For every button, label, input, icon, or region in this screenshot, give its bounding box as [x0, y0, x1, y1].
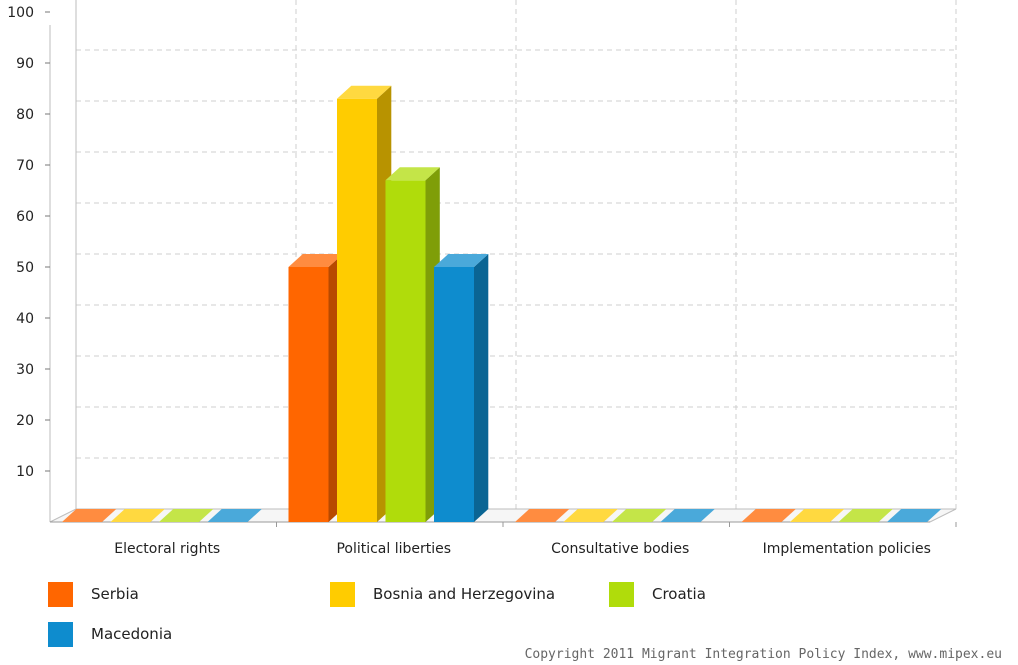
- y-tick-label: 50: [16, 260, 34, 276]
- bar-top: [110, 509, 165, 522]
- y-tick-label: 20: [16, 413, 34, 429]
- copyright-text: Copyright 2011 Migrant Integration Polic…: [524, 647, 1002, 662]
- bar-front: [337, 98, 377, 522]
- legend-swatch-bosnia-and-herzegovina: [330, 581, 355, 607]
- legend-label-serbia: Serbia: [91, 585, 139, 603]
- bar-top: [337, 85, 392, 99]
- y-tick-label: 30: [16, 362, 34, 378]
- legend-item-bosnia-and-herzegovina[interactable]: Bosnia and Herzegovina: [330, 581, 555, 607]
- grid: [49, 0, 957, 522]
- bar-bosnia-and-herzegovina-implementation-policies[interactable]: [790, 509, 845, 522]
- bar-macedonia-consultative-bodies[interactable]: [660, 509, 715, 522]
- bar-top: [515, 509, 570, 522]
- y-tick-label: 90: [16, 56, 34, 72]
- x-tick-label-consultative-bodies: Consultative bodies: [551, 541, 689, 557]
- legend: Serbia Bosnia and Herzegovina Croatia Ma…: [48, 578, 748, 648]
- x-tick-label-political-liberties: Political liberties: [336, 541, 451, 557]
- bar-top: [288, 254, 343, 267]
- y-tick-label: 80: [16, 107, 34, 123]
- bar-serbia-political-liberties[interactable]: [288, 254, 343, 522]
- bar-serbia-implementation-policies[interactable]: [741, 509, 796, 522]
- bar-macedonia-political-liberties[interactable]: [434, 254, 489, 522]
- bar-croatia-implementation-policies[interactable]: [838, 509, 893, 522]
- legend-swatch-macedonia: [48, 621, 73, 647]
- bar-croatia-consultative-bodies[interactable]: [612, 509, 667, 522]
- bar-serbia-consultative-bodies[interactable]: [515, 509, 570, 522]
- y-tick-label: 10: [16, 464, 34, 480]
- bar-top: [207, 509, 262, 522]
- y-tick-label: 60: [16, 209, 34, 225]
- legend-label-macedonia: Macedonia: [91, 625, 173, 643]
- bar-top: [62, 509, 117, 522]
- bar-front: [385, 180, 426, 523]
- bar-front: [288, 267, 329, 522]
- legend-swatch-serbia: [48, 581, 73, 607]
- bar-top: [790, 509, 845, 522]
- bar-top: [612, 509, 667, 522]
- bars: [62, 85, 942, 523]
- x-axis: Electoral rights Political liberties Consu…: [114, 522, 957, 557]
- bar-serbia-electoral-rights[interactable]: [62, 509, 117, 522]
- bar-macedonia-electoral-rights[interactable]: [207, 509, 262, 522]
- bar-top: [159, 509, 214, 522]
- legend-label-croatia: Croatia: [652, 585, 706, 603]
- legend-item-macedonia[interactable]: Macedonia: [48, 621, 172, 647]
- bar-top: [660, 509, 715, 522]
- bar-top: [434, 254, 489, 267]
- bar-top: [887, 509, 942, 522]
- bar-top: [838, 509, 893, 522]
- bar-side: [474, 254, 489, 522]
- legend-item-serbia[interactable]: Serbia: [48, 581, 139, 607]
- y-tick-label: 100: [7, 5, 34, 21]
- y-tick-label: 70: [16, 158, 34, 174]
- bar-top: [563, 509, 618, 522]
- bar-bosnia-and-herzegovina-electoral-rights[interactable]: [110, 509, 165, 522]
- legend-swatch-croatia: [609, 581, 634, 607]
- bar-front: [434, 267, 474, 522]
- bar-top: [385, 167, 440, 181]
- bar-croatia-political-liberties[interactable]: [385, 167, 440, 523]
- bar-bosnia-and-herzegovina-consultative-bodies[interactable]: [563, 509, 618, 522]
- bar-croatia-electoral-rights[interactable]: [159, 509, 214, 522]
- bar-macedonia-implementation-policies[interactable]: [887, 509, 942, 522]
- bar-bosnia-and-herzegovina-political-liberties[interactable]: [337, 85, 392, 522]
- y-tick-label: 40: [16, 311, 34, 327]
- legend-label-bosnia-and-herzegovina: Bosnia and Herzegovina: [373, 585, 556, 603]
- y-axis: 10 20 30 40 50 60 70 80 90 100: [7, 5, 50, 480]
- bar-top: [741, 509, 796, 522]
- x-tick-label-implementation-policies: Implementation policies: [763, 541, 931, 557]
- x-tick-label-electoral-rights: Electoral rights: [114, 541, 220, 557]
- legend-item-croatia[interactable]: Croatia: [609, 581, 706, 607]
